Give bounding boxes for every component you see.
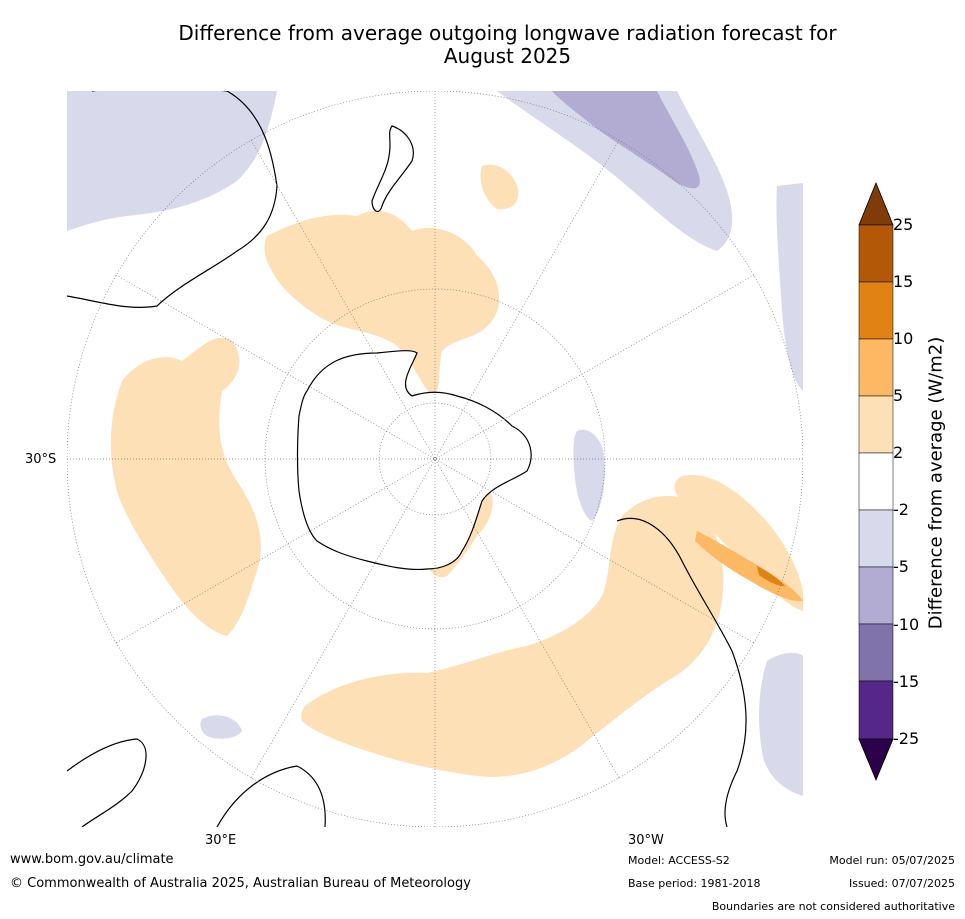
positive-anomaly-region-south [301, 496, 724, 777]
colorbar [858, 181, 894, 782]
africa-coastline [67, 738, 147, 827]
colorbar-tick-neg-5: -5 [893, 557, 909, 576]
positive-anomaly-region-north-2 [480, 164, 519, 210]
title-line-1: Difference from average outgoing longwav… [178, 21, 837, 45]
polar-map [67, 91, 803, 827]
negative-anomaly-core-ne [552, 91, 700, 189]
colorbar-tick-10: 10 [893, 329, 914, 348]
map-panel [67, 91, 803, 827]
colorbar-bin-neg-5-10 [858, 566, 894, 625]
footer-disclaimer: Boundaries are not considered authoritat… [711, 900, 955, 913]
negative-anomaly-region-sw [200, 715, 242, 739]
negative-anomaly-region-nw [67, 91, 277, 231]
colorbar-bin-neg-10-15 [858, 623, 894, 682]
colorbar-bin-2-5 [858, 395, 894, 454]
new-zealand-coastline [371, 125, 414, 213]
colorbar-bin-15-25 [858, 224, 894, 283]
map-title: Difference from average outgoing longwav… [100, 22, 915, 68]
colorbar-tick-neg-15: -15 [893, 672, 920, 691]
footer-url-link[interactable]: www.bom.gov.au/climate [10, 852, 174, 867]
negative-anomaly-region-se [759, 652, 803, 796]
footer-copyright: © Commonwealth of Australia 2025, Austra… [10, 876, 471, 891]
colorbar-tick-25: 25 [893, 215, 914, 234]
footer-model: Model: ACCESS-S2 [628, 854, 730, 867]
title-line-2: August 2025 [443, 44, 572, 68]
footer-issued: Issued: 07/07/2025 [848, 877, 955, 890]
negative-anomaly-region-e [776, 183, 803, 391]
colorbar-tick-2: 2 [893, 443, 904, 462]
south-america-coastline [616, 517, 747, 827]
colorbar-tick-neg-25: -25 [893, 729, 920, 748]
footer-model-run: Model run: 05/07/2025 [829, 854, 955, 867]
negative-anomaly-region-mid [573, 429, 605, 521]
colorbar-label: Difference from average (W/m2) [925, 336, 947, 630]
colorbar-extend-top [858, 181, 894, 226]
colorbar-bin-10-15 [858, 281, 894, 340]
positive-anomaly-region-north [264, 211, 500, 396]
colorbar-bin-neg-2-5 [858, 509, 894, 568]
antarctica-coastline [296, 350, 532, 571]
colorbar-tick-15: 15 [893, 272, 914, 291]
footer-base-period: Base period: 1981-2018 [628, 877, 761, 890]
positive-anomaly-region-west [110, 337, 261, 636]
positive-anomaly-strong-east [757, 566, 785, 587]
lon-label-30w: 30°W [628, 833, 664, 848]
colorbar-tick-5: 5 [893, 386, 904, 405]
graticule [67, 91, 803, 827]
colorbar-bin-neg-15-25 [858, 680, 894, 740]
lat-label-30s: 30°S [25, 452, 57, 467]
colorbar-bin-5-10 [858, 338, 894, 397]
africa-south-coastline [216, 765, 326, 827]
colorbar-tick-neg-10: -10 [893, 615, 920, 634]
colorbar-tick-neg-2: -2 [893, 500, 909, 519]
australia-coastline [67, 91, 278, 308]
colorbar-bin-neutral [858, 452, 894, 511]
colorbar-extend-bottom [858, 738, 894, 782]
lon-label-30e: 30°E [205, 833, 237, 848]
